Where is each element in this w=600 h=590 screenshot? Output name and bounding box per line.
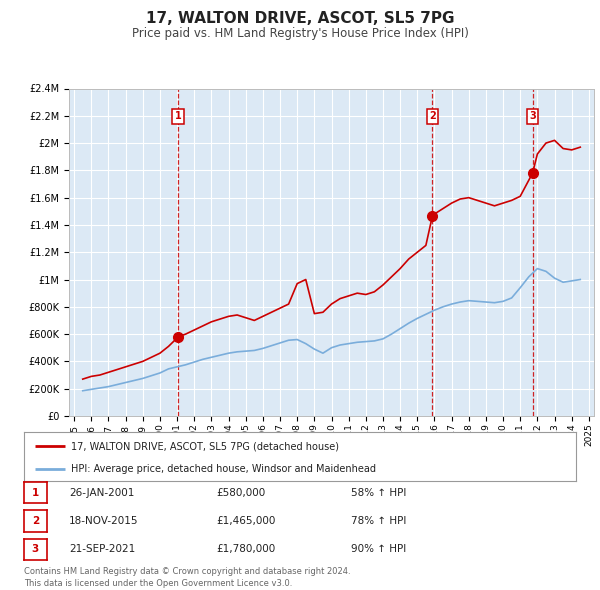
Text: 17, WALTON DRIVE, ASCOT, SL5 7PG: 17, WALTON DRIVE, ASCOT, SL5 7PG [146, 11, 454, 25]
Text: 2: 2 [429, 112, 436, 122]
Text: £1,780,000: £1,780,000 [216, 545, 275, 554]
Text: 1: 1 [32, 488, 39, 497]
Text: 2: 2 [32, 516, 39, 526]
Text: 21-SEP-2021: 21-SEP-2021 [69, 545, 135, 554]
Text: £1,465,000: £1,465,000 [216, 516, 275, 526]
Text: 26-JAN-2001: 26-JAN-2001 [69, 488, 134, 497]
Text: 58% ↑ HPI: 58% ↑ HPI [351, 488, 406, 497]
Text: HPI: Average price, detached house, Windsor and Maidenhead: HPI: Average price, detached house, Wind… [71, 464, 376, 474]
Text: 1: 1 [175, 112, 182, 122]
Text: £580,000: £580,000 [216, 488, 265, 497]
Text: Price paid vs. HM Land Registry's House Price Index (HPI): Price paid vs. HM Land Registry's House … [131, 27, 469, 40]
Text: Contains HM Land Registry data © Crown copyright and database right 2024.
This d: Contains HM Land Registry data © Crown c… [24, 568, 350, 588]
Text: 17, WALTON DRIVE, ASCOT, SL5 7PG (detached house): 17, WALTON DRIVE, ASCOT, SL5 7PG (detach… [71, 441, 339, 451]
Text: 3: 3 [32, 545, 39, 554]
Text: 90% ↑ HPI: 90% ↑ HPI [351, 545, 406, 554]
Text: 78% ↑ HPI: 78% ↑ HPI [351, 516, 406, 526]
Text: 3: 3 [529, 112, 536, 122]
Text: 18-NOV-2015: 18-NOV-2015 [69, 516, 139, 526]
